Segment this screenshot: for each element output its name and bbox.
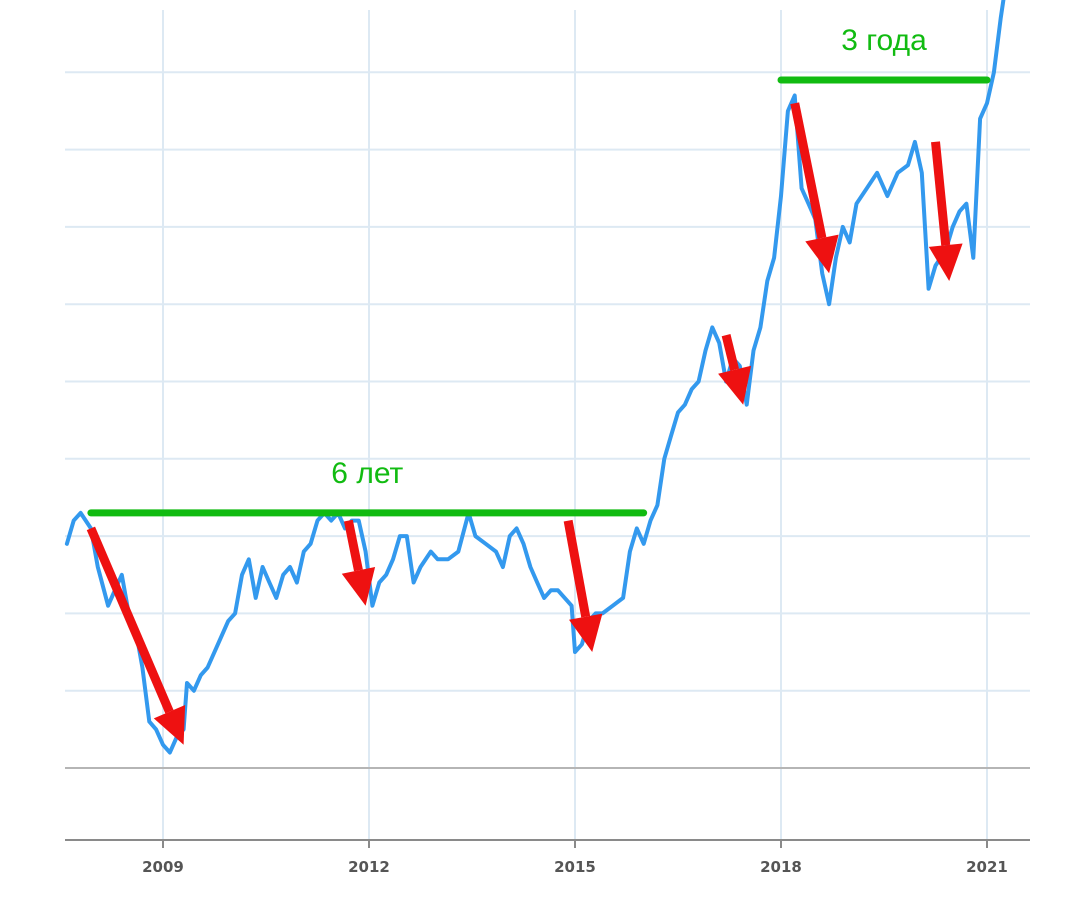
series-line <box>64 0 1006 755</box>
x-tick-labels: 2009 2012 2015 2018 2021 <box>142 840 1008 876</box>
drawdown-arrow-head-4 <box>569 613 603 652</box>
drawdown-arrow-shaft-5 <box>721 334 739 371</box>
range-label-1: 3 года <box>841 24 927 57</box>
horizontal-gridlines <box>65 71 1030 769</box>
vertical-gridlines <box>162 10 988 840</box>
drawdown-arrow-head-5 <box>718 365 752 405</box>
x-tick-label-2018: 2018 <box>760 858 802 876</box>
range-label-0: 6 лет <box>331 457 403 490</box>
x-tick-label-2015: 2015 <box>554 858 596 876</box>
x-tick-label-2009: 2009 <box>142 858 184 876</box>
drawdown-arrow-head-6 <box>805 234 839 274</box>
drawdown-arrow-shaft-4 <box>563 519 591 618</box>
drawdown-arrow-head-7 <box>928 243 963 281</box>
drawdown-arrow-head-3 <box>341 567 376 606</box>
drawdown-arrow-shaft-3 <box>343 519 363 572</box>
drawdown-arrow-shaft-7 <box>931 141 951 246</box>
annotations: 6 лет 3 года <box>86 24 991 745</box>
drawdown-arrow-shaft-6 <box>790 102 827 239</box>
x-tick-label-2021: 2021 <box>966 858 1008 876</box>
x-tick-label-2012: 2012 <box>348 858 390 876</box>
drawdown-arrow-head-2 <box>153 705 186 745</box>
drawdown-arrow-shaft-2 <box>86 526 174 714</box>
